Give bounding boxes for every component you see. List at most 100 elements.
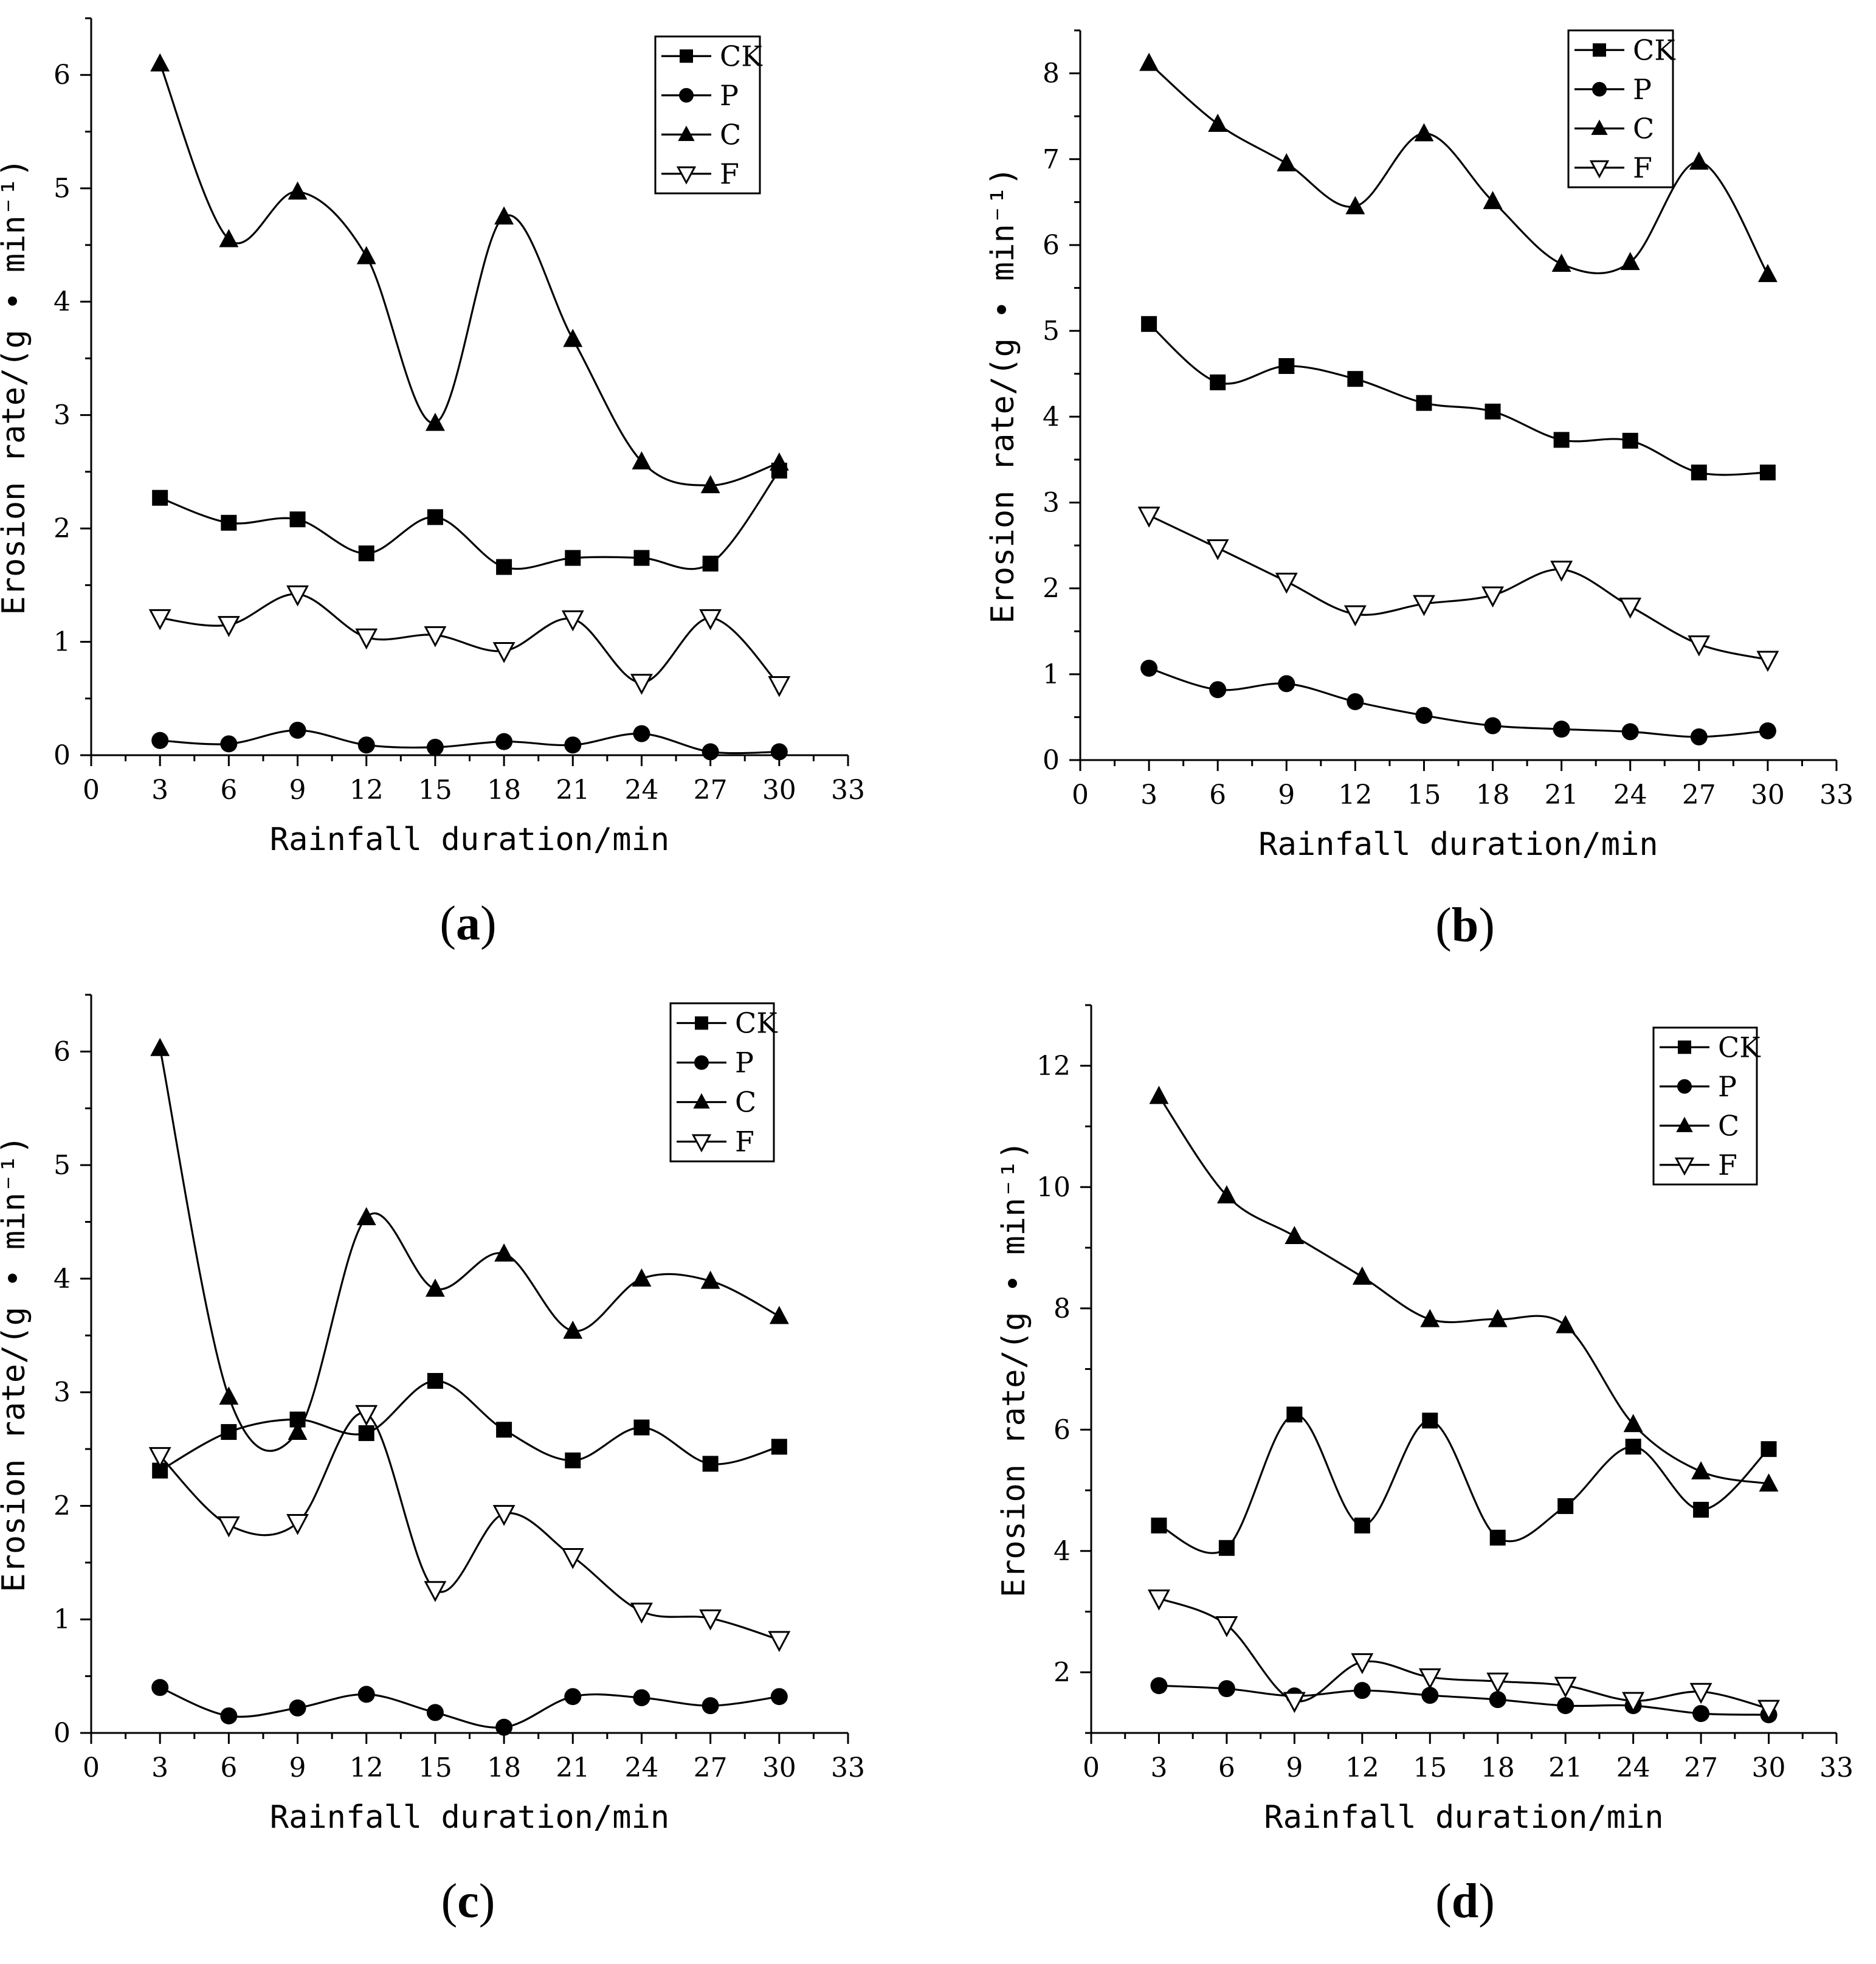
x-tick-label: 21 [556,775,590,806]
legend-entry-c: C [735,1086,756,1119]
data-point [702,743,719,761]
data-point [1486,1672,1509,1694]
x-tick-label: 9 [289,775,306,806]
data-point [1689,1682,1712,1704]
legend-marker [693,1093,710,1109]
y-tick-label: 7 [1043,144,1060,175]
y-tick-label: 3 [53,400,71,431]
data-point [1692,1705,1710,1723]
y-tick-label: 2 [53,1490,71,1521]
series-ck [1151,1406,1777,1556]
x-tick-label: 21 [1548,1752,1582,1783]
x-tick-label: 24 [624,1752,658,1783]
series-line [1159,1684,1769,1716]
data-point [1149,1085,1169,1104]
x-tick-label: 27 [694,1752,728,1783]
series-f [1137,507,1779,672]
x-tick-label: 33 [831,1752,865,1783]
series-ck [1141,316,1776,481]
data-point [357,736,375,754]
series-line [1148,323,1768,476]
legend-box [654,35,761,195]
data-point [1278,675,1295,693]
x-tick-label: 33 [1819,780,1854,811]
series-ck [152,462,787,575]
x-tick-label: 3 [151,775,168,806]
data-point [1418,1668,1441,1690]
data-point [289,1699,306,1717]
x-tick-label: 27 [1684,1752,1718,1783]
legend-box [669,1002,775,1163]
data-point [151,731,169,749]
panel-label: (c) [441,1875,495,1928]
data-point [496,1422,512,1438]
data-point [1557,1697,1574,1715]
data-point [150,1037,170,1056]
y-tick-label: 4 [53,286,71,317]
data-point [1757,1699,1780,1721]
y-tick-label: 3 [53,1377,71,1408]
y-tick-label: 0 [53,740,71,771]
y-tick-label: 6 [1043,230,1060,261]
data-point [633,1689,650,1707]
y-tick-label: 6 [53,1036,71,1067]
x-tick-label: 33 [831,775,865,806]
x-tick-label: 6 [1218,1752,1235,1783]
x-tick-label: 18 [1476,780,1510,811]
x-axis-title: Rainfall duration/min [270,821,669,858]
series-c [1149,1085,1779,1492]
y-tick-label: 0 [53,1718,71,1749]
legend-entry-f: F [720,157,739,190]
data-point [633,550,650,566]
data-point [1140,659,1158,677]
legend-entry-p: P [735,1046,754,1079]
data-point [1422,1412,1438,1429]
data-point [1691,465,1707,481]
series-line [1158,1597,1769,1710]
data-point [1351,1653,1374,1675]
data-point [1759,1473,1779,1492]
data-point [1216,1185,1236,1204]
data-point [564,1688,582,1706]
legend-box [1567,29,1674,188]
y-tick-label: 5 [53,1150,71,1181]
series-f [1148,1589,1780,1721]
data-point [1413,595,1435,617]
series-line [159,1686,780,1729]
x-tick-label: 33 [1819,1752,1854,1783]
data-point [288,181,308,200]
x-tick-label: 24 [1613,780,1647,811]
x-axis-title: Rainfall duration/min [1258,826,1658,863]
data-point [1141,316,1157,332]
data-point [1345,196,1365,215]
data-point [355,628,378,650]
data-point [220,1707,238,1724]
legend-marker [1677,1079,1692,1094]
data-point [217,616,240,637]
legend-marker [1589,160,1610,179]
data-point [1353,1682,1371,1699]
legend-marker [1674,1157,1695,1176]
x-tick-label: 12 [350,1752,384,1783]
x-axis-title: Rainfall duration/min [1264,1799,1663,1836]
legend-entry-ck: CK [720,40,763,72]
data-point [219,1386,239,1405]
data-point [1343,605,1367,627]
data-point [1415,707,1433,724]
y-tick-label: 2 [53,513,71,544]
data-point [1485,403,1501,420]
x-tick-label: 6 [1209,780,1226,811]
x-tick-label: 18 [487,775,521,806]
data-point [1421,1687,1439,1704]
legend-marker [695,1016,708,1030]
data-point [563,328,583,347]
data-point [358,1425,374,1441]
data-point [1757,263,1778,282]
data-point [1622,1692,1645,1713]
y-tick-label: 6 [1054,1414,1071,1445]
data-point [427,1373,443,1389]
data-point [770,743,788,761]
